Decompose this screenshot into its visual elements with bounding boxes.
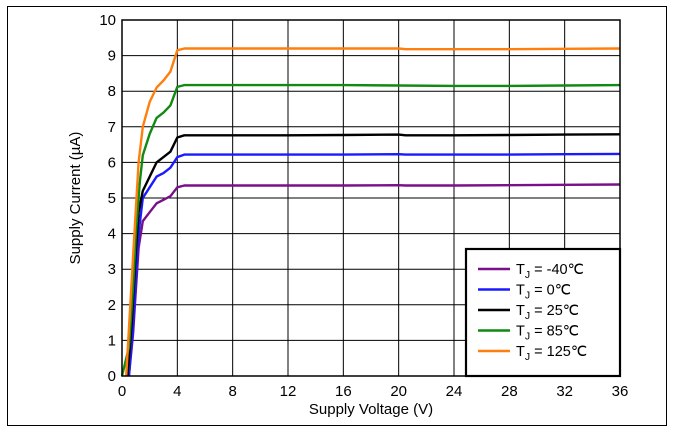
- x-tick-label-7: 28: [501, 383, 518, 400]
- y-tick-label-3: 3: [108, 261, 116, 278]
- legend-label-2: TJ = 25℃: [516, 303, 579, 322]
- y-tick-label-1: 1: [108, 332, 116, 349]
- y-tick-label-2: 2: [108, 297, 116, 314]
- y-tick-label-6: 6: [108, 154, 116, 171]
- x-tick-label-8: 32: [556, 383, 573, 400]
- x-tick-label-9: 36: [612, 383, 629, 400]
- series-line-3: [120, 83, 621, 377]
- series-line-1: [127, 152, 621, 377]
- legend-label-1: TJ = 0℃: [516, 283, 571, 302]
- y-tick-label-10: 10: [99, 12, 116, 29]
- y-tick-label-8: 8: [108, 83, 116, 100]
- x-tick-label-2: 8: [228, 383, 236, 400]
- legend-label-3: TJ = 85℃: [516, 324, 579, 343]
- x-tick-label-6: 24: [446, 383, 463, 400]
- y-tick-label-0: 0: [108, 368, 116, 385]
- y-tick-label-9: 9: [108, 48, 116, 65]
- y-tick-label-7: 7: [108, 119, 116, 136]
- legend-label-0: TJ = -40℃: [516, 262, 584, 281]
- y-axis-label: Supply Current (µA): [67, 132, 84, 265]
- figure-frame: [7, 6, 667, 426]
- series-lines: [120, 47, 621, 377]
- series-line-0: [127, 183, 621, 377]
- series-line-4: [125, 47, 621, 377]
- x-tick-label-0: 0: [118, 383, 126, 400]
- x-axis-label: Supply Voltage (V): [309, 401, 433, 418]
- legend-label-4: TJ = 125℃: [516, 344, 587, 363]
- x-tick-label-4: 16: [335, 383, 352, 400]
- legend: TJ = -40℃ TJ = 0℃TJ = 25℃ TJ = 85℃TJ = 125…: [464, 247, 622, 378]
- series-line-2: [126, 133, 621, 377]
- y-axis-ticks: 0 1 2 3 4 5 6 7 8 9 10: [99, 12, 116, 385]
- x-tick-label-5: 20: [390, 383, 407, 400]
- plot-area-border: [121, 19, 621, 377]
- x-tick-label-1: 4: [173, 383, 181, 400]
- x-tick-label-3: 12: [280, 383, 297, 400]
- y-tick-label-5: 5: [108, 190, 116, 207]
- y-tick-label-4: 4: [108, 226, 116, 243]
- x-axis-ticks: 0 4 8 12 16 20 24 28 32 36: [118, 383, 629, 400]
